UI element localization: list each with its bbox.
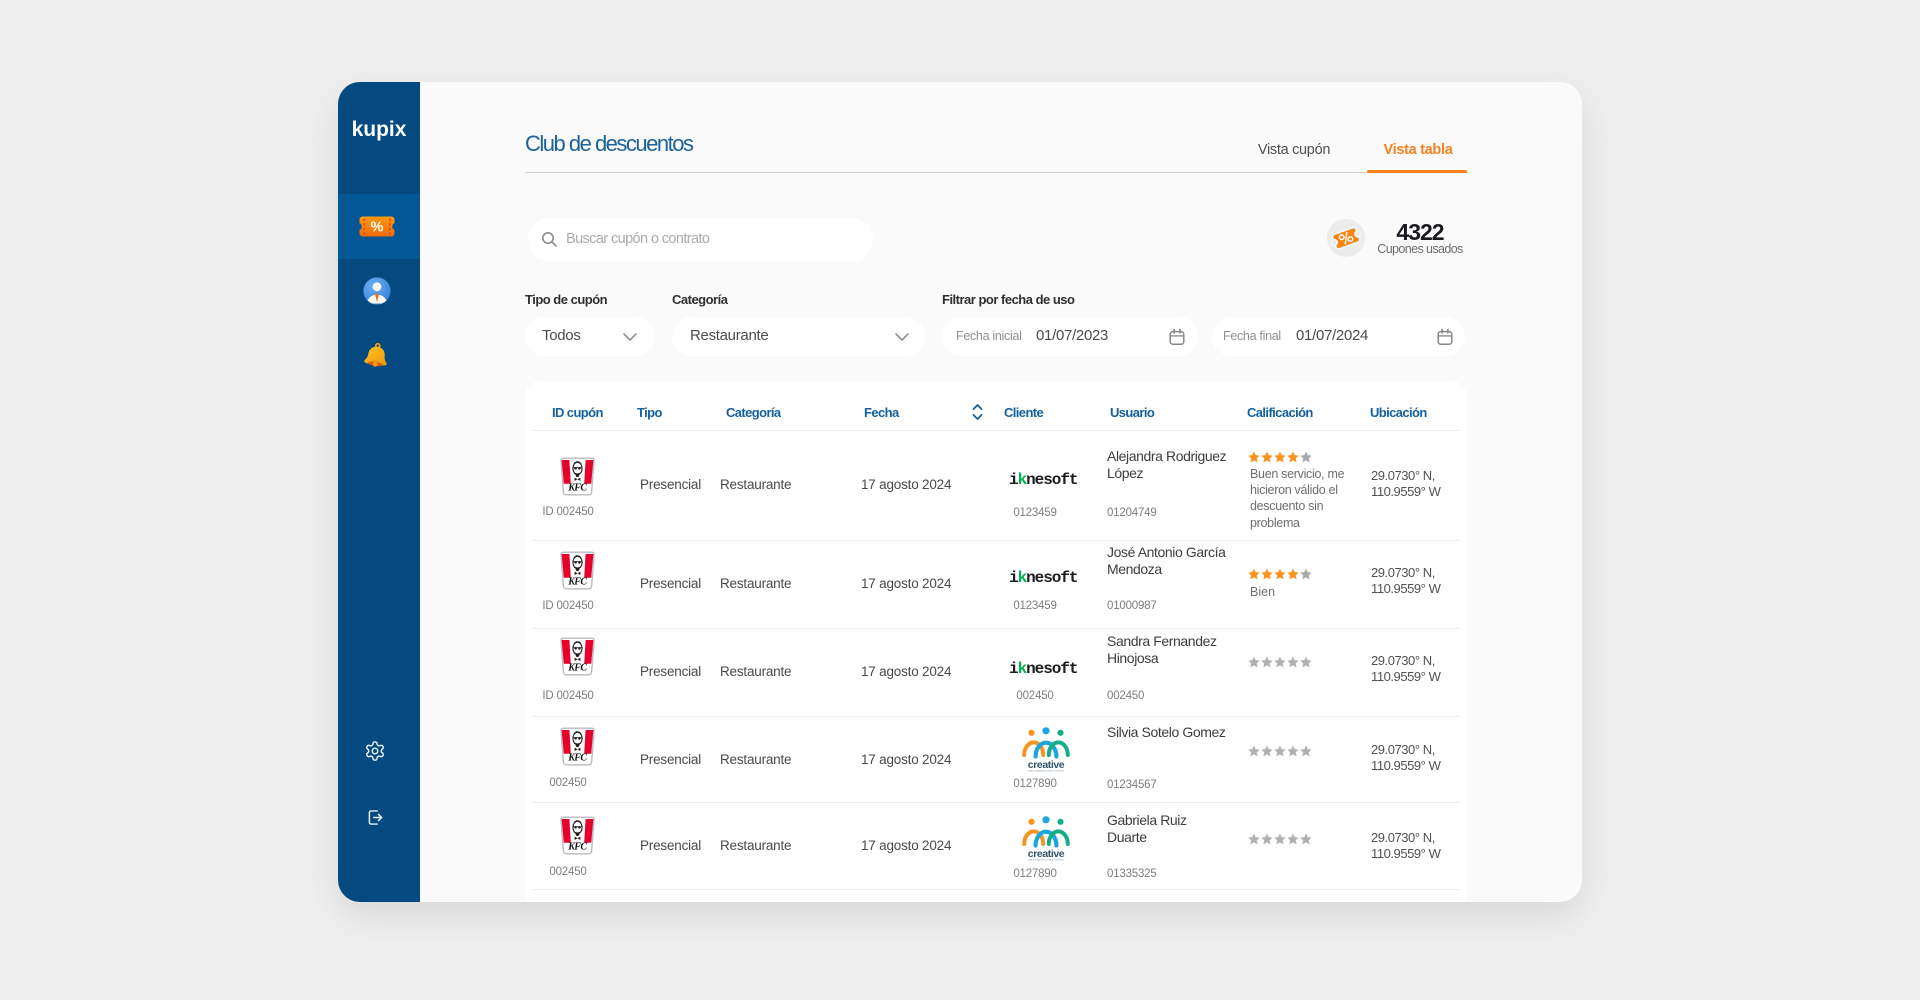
svg-text:%: % [371,220,384,236]
